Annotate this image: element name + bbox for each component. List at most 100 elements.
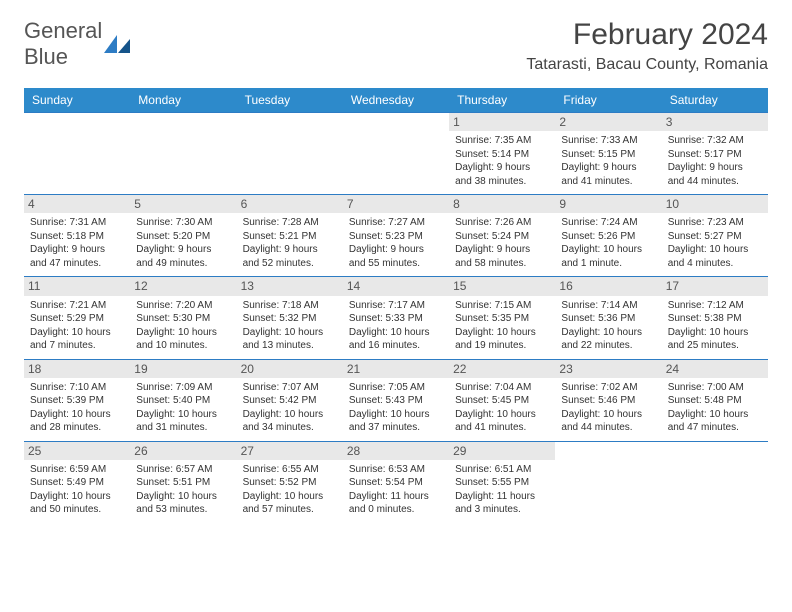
day-info: Sunrise: 7:20 AMSunset: 5:30 PMDaylight:… [136, 299, 230, 353]
calendar-cell: 22 Sunrise: 7:04 AMSunset: 5:45 PMDayligh… [449, 360, 555, 441]
calendar-cell: 29Sunrise: 6:51 AMSunset: 5:55 PMDayligh… [449, 442, 555, 523]
day-number: 19 [130, 360, 236, 378]
calendar-cell: 3 Sunrise: 7:32 AMSunset: 5:17 PMDaylight… [662, 113, 768, 194]
day-info: Sunrise: 6:53 AMSunset: 5:54 PMDaylight:… [349, 463, 443, 517]
calendar-cell: 20 Sunrise: 7:07 AMSunset: 5:42 PMDayligh… [237, 360, 343, 441]
calendar-cell [343, 113, 449, 194]
logo: General Blue [24, 18, 130, 70]
calendar-body: 1 Sunrise: 7:35 AMSunset: 5:14 PMDaylight… [24, 112, 768, 523]
day-info: Sunrise: 7:02 AMSunset: 5:46 PMDaylight:… [561, 381, 655, 435]
calendar-cell: 14Sunrise: 7:17 AMSunset: 5:33 PMDayligh… [343, 277, 449, 358]
logo-sail-icon [104, 35, 130, 53]
logo-text-blue: Blue [24, 44, 68, 69]
day-header: Thursday [449, 88, 555, 112]
day-info: Sunrise: 7:27 AMSunset: 5:23 PMDaylight:… [349, 216, 443, 270]
day-number: 1 [449, 113, 555, 131]
calendar-week: 18Sunrise: 7:10 AMSunset: 5:39 PMDayligh… [24, 359, 768, 441]
day-number: 26 [130, 442, 236, 460]
day-number: 12 [130, 277, 236, 295]
calendar-cell: 10 Sunrise: 7:23 AMSunset: 5:27 PMDayligh… [662, 195, 768, 276]
day-number: 25 [24, 442, 130, 460]
day-header: Wednesday [343, 88, 449, 112]
day-info: Sunrise: 7:09 AMSunset: 5:40 PMDaylight:… [136, 381, 230, 435]
calendar-cell: 1 Sunrise: 7:35 AMSunset: 5:14 PMDaylight… [449, 113, 555, 194]
day-header: Saturday [662, 88, 768, 112]
calendar-week: 1 Sunrise: 7:35 AMSunset: 5:14 PMDaylight… [24, 112, 768, 194]
day-info: Sunrise: 7:04 AMSunset: 5:45 PMDaylight:… [455, 381, 549, 435]
calendar-cell: 24Sunrise: 7:00 AMSunset: 5:48 PMDayligh… [662, 360, 768, 441]
day-number: 16 [555, 277, 661, 295]
logo-text-gray: General [24, 18, 102, 43]
calendar-cell: 4 Sunrise: 7:31 AMSunset: 5:18 PMDaylight… [24, 195, 130, 276]
day-number: 27 [237, 442, 343, 460]
day-number: 14 [343, 277, 449, 295]
day-number: 9 [555, 195, 661, 213]
calendar: SundayMondayTuesdayWednesdayThursdayFrid… [24, 88, 768, 523]
day-info: Sunrise: 7:31 AMSunset: 5:18 PMDaylight:… [30, 216, 124, 270]
title-block: February 2024 Tatarasti, Bacau County, R… [526, 18, 768, 74]
day-number: 2 [555, 113, 661, 131]
calendar-cell [662, 442, 768, 523]
day-number: 20 [237, 360, 343, 378]
day-number: 10 [662, 195, 768, 213]
day-header: Tuesday [237, 88, 343, 112]
day-info: Sunrise: 6:51 AMSunset: 5:55 PMDaylight:… [455, 463, 549, 517]
calendar-cell: 17 Sunrise: 7:12 AMSunset: 5:38 PMDayligh… [662, 277, 768, 358]
page-title: February 2024 [526, 18, 768, 52]
day-header: Sunday [24, 88, 130, 112]
day-header-row: SundayMondayTuesdayWednesdayThursdayFrid… [24, 88, 768, 112]
day-info: Sunrise: 7:35 AMSunset: 5:14 PMDaylight:… [455, 134, 549, 188]
day-info: Sunrise: 7:18 AMSunset: 5:32 PMDaylight:… [243, 299, 337, 353]
day-info: Sunrise: 7:33 AMSunset: 5:15 PMDaylight:… [561, 134, 655, 188]
calendar-cell: 12 Sunrise: 7:20 AMSunset: 5:30 PMDayligh… [130, 277, 236, 358]
day-info: Sunrise: 7:28 AMSunset: 5:21 PMDaylight:… [243, 216, 337, 270]
calendar-cell: 18Sunrise: 7:10 AMSunset: 5:39 PMDayligh… [24, 360, 130, 441]
calendar-cell: 15 Sunrise: 7:15 AMSunset: 5:35 PMDayligh… [449, 277, 555, 358]
day-info: Sunrise: 7:10 AMSunset: 5:39 PMDaylight:… [30, 381, 124, 435]
day-info: Sunrise: 7:30 AMSunset: 5:20 PMDaylight:… [136, 216, 230, 270]
calendar-cell: 11 Sunrise: 7:21 AMSunset: 5:29 PMDayligh… [24, 277, 130, 358]
calendar-week: 4 Sunrise: 7:31 AMSunset: 5:18 PMDaylight… [24, 194, 768, 276]
calendar-cell: 8 Sunrise: 7:26 AMSunset: 5:24 PMDaylight… [449, 195, 555, 276]
calendar-cell: 26Sunrise: 6:57 AMSunset: 5:51 PMDayligh… [130, 442, 236, 523]
day-number: 21 [343, 360, 449, 378]
calendar-cell: 13 Sunrise: 7:18 AMSunset: 5:32 PMDayligh… [237, 277, 343, 358]
calendar-cell: 25 Sunrise: 6:59 AMSunset: 5:49 PMDayligh… [24, 442, 130, 523]
day-number: 8 [449, 195, 555, 213]
calendar-week: 25 Sunrise: 6:59 AMSunset: 5:49 PMDayligh… [24, 441, 768, 523]
day-info: Sunrise: 7:14 AMSunset: 5:36 PMDaylight:… [561, 299, 655, 353]
calendar-week: 11 Sunrise: 7:21 AMSunset: 5:29 PMDayligh… [24, 276, 768, 358]
day-info: Sunrise: 7:05 AMSunset: 5:43 PMDaylight:… [349, 381, 443, 435]
calendar-cell: 6Sunrise: 7:28 AMSunset: 5:21 PMDaylight… [237, 195, 343, 276]
day-number: 5 [130, 195, 236, 213]
day-number: 22 [449, 360, 555, 378]
calendar-cell: 5 Sunrise: 7:30 AMSunset: 5:20 PMDaylight… [130, 195, 236, 276]
day-number: 13 [237, 277, 343, 295]
day-info: Sunrise: 7:15 AMSunset: 5:35 PMDaylight:… [455, 299, 549, 353]
day-info: Sunrise: 7:32 AMSunset: 5:17 PMDaylight:… [668, 134, 762, 188]
calendar-cell: 2 Sunrise: 7:33 AMSunset: 5:15 PMDaylight… [555, 113, 661, 194]
calendar-cell: 16 Sunrise: 7:14 AMSunset: 5:36 PMDayligh… [555, 277, 661, 358]
day-info: Sunrise: 6:55 AMSunset: 5:52 PMDaylight:… [243, 463, 337, 517]
calendar-cell [24, 113, 130, 194]
day-info: Sunrise: 6:59 AMSunset: 5:49 PMDaylight:… [30, 463, 124, 517]
day-info: Sunrise: 7:07 AMSunset: 5:42 PMDaylight:… [243, 381, 337, 435]
calendar-cell [237, 113, 343, 194]
day-number: 23 [555, 360, 661, 378]
day-info: Sunrise: 7:26 AMSunset: 5:24 PMDaylight:… [455, 216, 549, 270]
calendar-cell [555, 442, 661, 523]
day-number: 11 [24, 277, 130, 295]
day-header: Monday [130, 88, 236, 112]
day-number: 17 [662, 277, 768, 295]
header: General Blue February 2024 Tatarasti, Ba… [24, 18, 768, 74]
day-number: 15 [449, 277, 555, 295]
day-info: Sunrise: 7:21 AMSunset: 5:29 PMDaylight:… [30, 299, 124, 353]
logo-text: General Blue [24, 18, 102, 70]
calendar-cell: 9Sunrise: 7:24 AMSunset: 5:26 PMDaylight… [555, 195, 661, 276]
day-number: 7 [343, 195, 449, 213]
day-number: 4 [24, 195, 130, 213]
day-info: Sunrise: 7:23 AMSunset: 5:27 PMDaylight:… [668, 216, 762, 270]
day-info: Sunrise: 7:12 AMSunset: 5:38 PMDaylight:… [668, 299, 762, 353]
day-number: 3 [662, 113, 768, 131]
location-subtitle: Tatarasti, Bacau County, Romania [526, 56, 768, 74]
